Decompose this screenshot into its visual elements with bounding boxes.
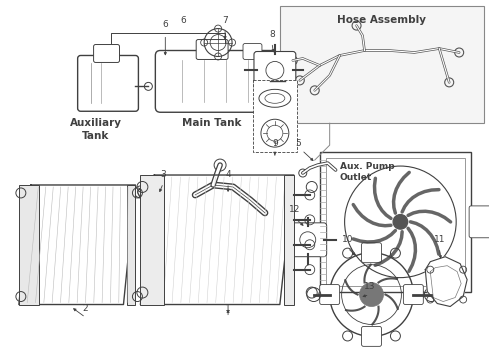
Bar bbox=[141, 175, 164, 305]
Text: Main Tank: Main Tank bbox=[182, 118, 242, 128]
FancyBboxPatch shape bbox=[319, 285, 340, 305]
Text: 13: 13 bbox=[364, 282, 375, 291]
Text: 11: 11 bbox=[434, 235, 445, 244]
Bar bbox=[326, 158, 465, 285]
Text: 7: 7 bbox=[222, 15, 228, 24]
Bar bbox=[127, 185, 135, 305]
Circle shape bbox=[393, 215, 408, 229]
Text: 3: 3 bbox=[160, 170, 166, 179]
Text: 2: 2 bbox=[83, 305, 88, 314]
Text: 4: 4 bbox=[225, 170, 231, 179]
FancyBboxPatch shape bbox=[94, 45, 120, 62]
FancyBboxPatch shape bbox=[243, 44, 262, 59]
Polygon shape bbox=[425, 257, 467, 306]
Text: 6: 6 bbox=[180, 15, 186, 24]
FancyBboxPatch shape bbox=[196, 40, 228, 59]
FancyBboxPatch shape bbox=[362, 327, 382, 346]
Bar bbox=[284, 175, 294, 305]
Text: 10: 10 bbox=[342, 235, 353, 244]
FancyBboxPatch shape bbox=[403, 285, 423, 305]
FancyBboxPatch shape bbox=[155, 50, 275, 112]
Bar bbox=[253, 80, 297, 152]
Text: Hose Assembly: Hose Assembly bbox=[338, 15, 426, 24]
FancyBboxPatch shape bbox=[77, 55, 138, 111]
FancyBboxPatch shape bbox=[289, 223, 327, 257]
Polygon shape bbox=[141, 175, 294, 305]
FancyBboxPatch shape bbox=[254, 51, 296, 89]
Bar bbox=[19, 185, 39, 305]
Circle shape bbox=[360, 283, 384, 306]
Bar bbox=[319, 152, 471, 292]
Text: 1: 1 bbox=[225, 305, 231, 314]
Text: 8: 8 bbox=[269, 30, 275, 39]
FancyBboxPatch shape bbox=[469, 206, 490, 238]
Text: 9: 9 bbox=[272, 139, 278, 148]
Polygon shape bbox=[19, 185, 135, 305]
Text: Aux. Pump
Outlet: Aux. Pump Outlet bbox=[340, 162, 394, 182]
Text: 12: 12 bbox=[289, 205, 300, 214]
Bar bbox=[280, 6, 484, 123]
Text: 6: 6 bbox=[162, 19, 168, 28]
Text: Auxiliary
Tank: Auxiliary Tank bbox=[70, 118, 122, 141]
FancyBboxPatch shape bbox=[362, 243, 382, 263]
Text: 5: 5 bbox=[295, 139, 301, 148]
